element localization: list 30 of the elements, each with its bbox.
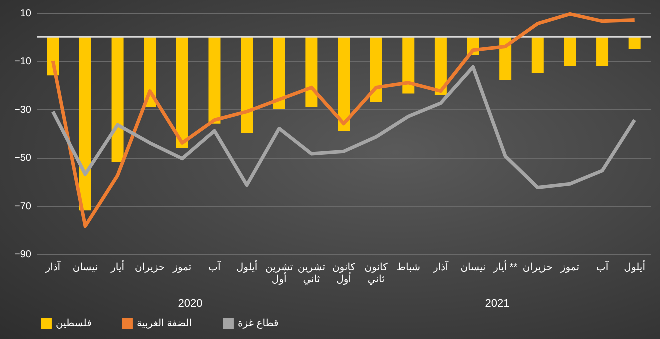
x-tick-label: تموز	[172, 262, 192, 274]
x-tick-label: شباط	[396, 262, 420, 274]
x-tick-label: آذار	[44, 260, 62, 274]
y-tick-label: −10	[14, 56, 32, 68]
y-tick-label: −70	[14, 201, 32, 212]
y-tick-label: −90	[14, 250, 32, 260]
x-tick-label: أيلول	[624, 260, 646, 274]
x-tick-label: حزيران	[522, 262, 553, 274]
x-tick-label: تموز	[560, 262, 580, 274]
x-tick-label: أيار	[110, 260, 125, 274]
x-tick-label: تشرين ثاني	[298, 262, 326, 286]
x-tick-label: آب	[208, 260, 222, 274]
y-tick-label: 10	[20, 8, 32, 20]
x-tick-label: نيسان	[460, 262, 486, 274]
legend-label: الضفة الغربية	[137, 318, 192, 330]
text: 2021	[485, 298, 510, 310]
x-tick-label: أيار **	[492, 260, 518, 274]
x-tick-label: نيسان	[72, 262, 98, 274]
x-tick-label: حزيران	[135, 262, 166, 274]
x-tick-label: تشرين أول	[266, 262, 294, 286]
legend-label: قطاع غزة	[238, 318, 279, 330]
y-tick-label: −30	[14, 104, 32, 116]
x-tick-label: أيلول	[236, 260, 258, 274]
x-tick-label: آذار	[432, 260, 450, 274]
text: 2020	[178, 298, 203, 310]
x-tick-label: كانون أول	[332, 262, 356, 286]
x-tick-label: آب	[596, 260, 610, 274]
y-tick-label: −50	[14, 153, 32, 164]
x-tick-label: كانون ثاني	[364, 262, 388, 286]
legend-label: فلسطين	[56, 318, 92, 330]
